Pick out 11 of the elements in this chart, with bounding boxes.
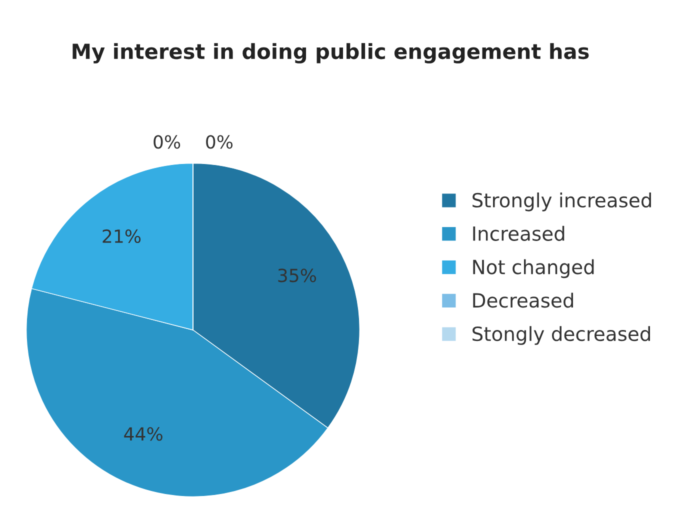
- data-label: 35%: [278, 268, 316, 282]
- text: 0%: [206, 135, 233, 149]
- data-label: 21%: [102, 229, 141, 244]
- data-label: 44%: [124, 427, 162, 441]
- legend-label: Increased: [473, 226, 564, 241]
- legend-label: Decreased: [473, 292, 574, 308]
- chart-title: My interest in doing public engagement has: [72, 43, 589, 64]
- legend-label: Not changed: [473, 259, 594, 278]
- legend-label: Stongly decreased: [472, 326, 650, 345]
- legend-label: Strongly increased: [472, 192, 651, 212]
- text: 0%: [154, 135, 180, 149]
